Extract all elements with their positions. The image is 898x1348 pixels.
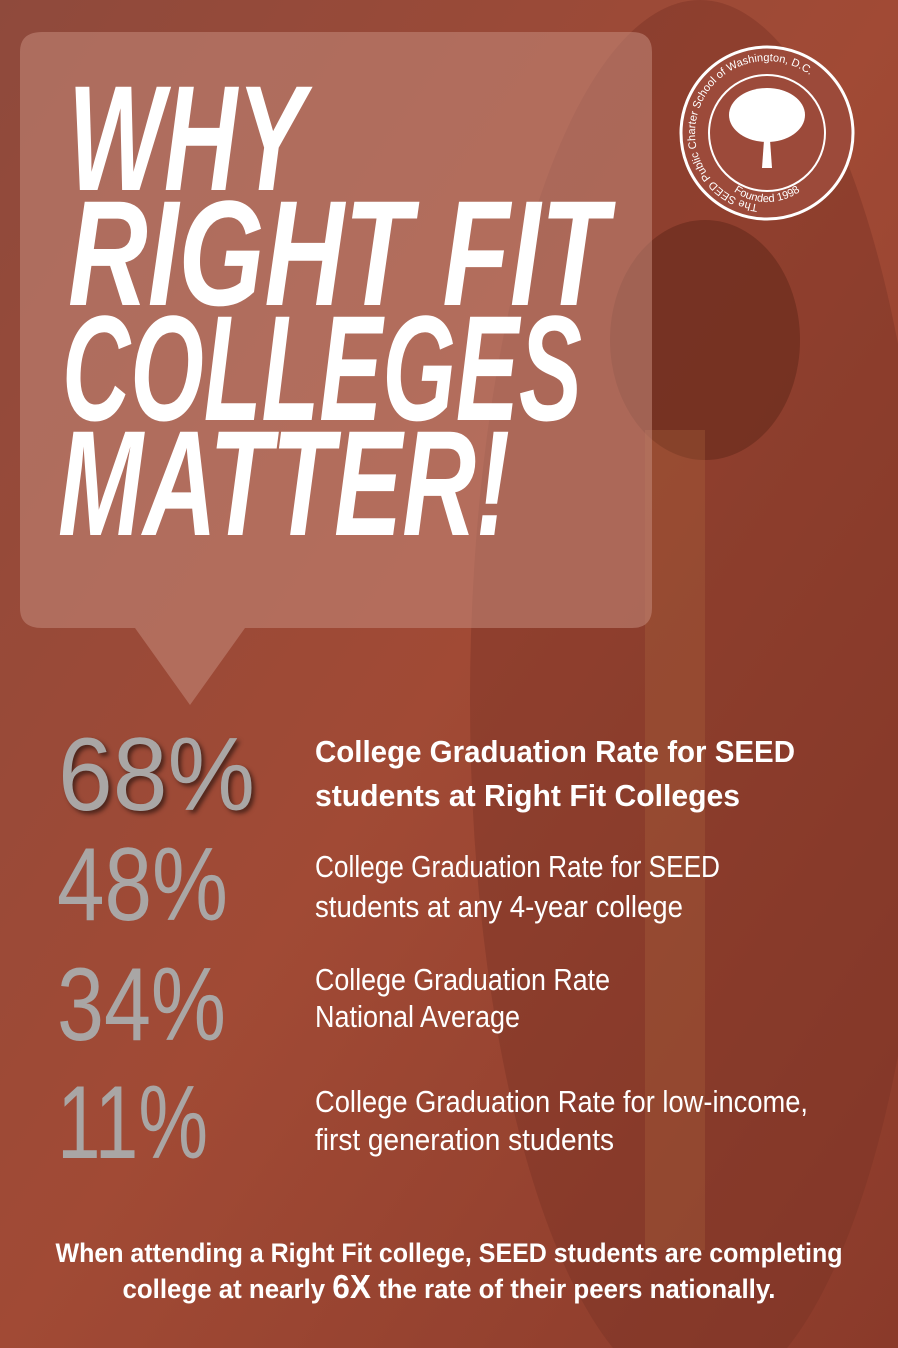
stat-label: students at any 4-year college: [315, 889, 683, 924]
stat-label: National Average: [315, 999, 520, 1034]
footer-emphasis: 6X: [332, 1268, 371, 1305]
footer-text: college at nearly: [123, 1274, 333, 1304]
speech-bubble: [20, 32, 652, 705]
photo-stole: [645, 430, 705, 1250]
stat-value: 48%: [57, 827, 228, 943]
stat-label: College Graduation Rate for SEED: [315, 849, 720, 884]
stat-label: students at Right Fit Colleges: [315, 778, 740, 813]
title-line: RIGHT FIT: [68, 169, 616, 337]
stat-label: College Graduation Rate for low-income,: [315, 1084, 808, 1119]
footer-line: college at nearly 6X the rate of their p…: [123, 1268, 776, 1305]
footer-line: When attending a Right Fit college, SEED…: [56, 1238, 843, 1268]
footer-text: the rate of their peers nationally.: [371, 1274, 776, 1304]
stat-label: first generation students: [315, 1122, 614, 1157]
photo-face: [610, 220, 800, 460]
stat-value: 68%: [58, 717, 255, 833]
stat: 48% College Graduation Rate for SEED stu…: [57, 827, 720, 943]
stat: 68% College Graduation Rate for SEED stu…: [58, 717, 795, 833]
stat-label: College Graduation Rate for SEED: [315, 734, 795, 769]
stat-label: College Graduation Rate: [315, 962, 610, 997]
title-line: MATTER!: [58, 399, 510, 567]
logo: The SEED Public Charter School of Washin…: [679, 45, 855, 221]
title-line: WHY: [68, 54, 313, 222]
stat-value: 11%: [57, 1065, 208, 1181]
stat-value: 34%: [57, 947, 226, 1063]
title-line: COLLEGES: [62, 284, 582, 452]
stat: 11% College Graduation Rate for low-inco…: [57, 1065, 808, 1181]
stat: 34% College Graduation Rate National Ave…: [57, 947, 610, 1063]
